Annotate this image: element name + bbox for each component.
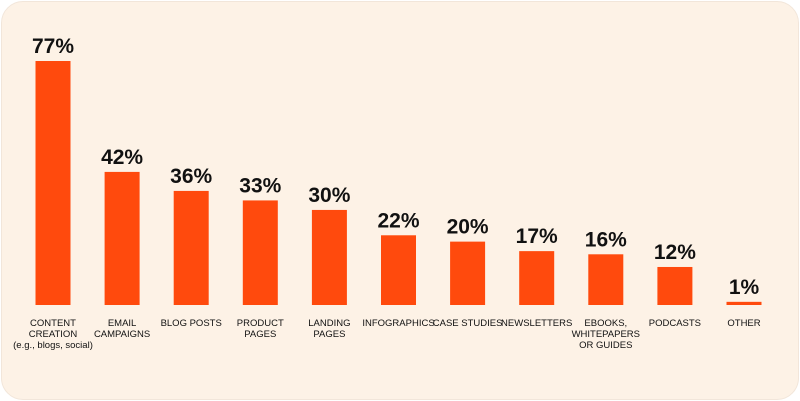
category-label: PODCASTS [648, 318, 702, 329]
value-label: 1% [729, 276, 760, 299]
bar [311, 209, 347, 305]
category-label: OTHER [727, 318, 761, 329]
value-label: 17% [516, 225, 558, 248]
bar [104, 171, 140, 305]
bar [657, 266, 693, 305]
value-label: 16% [585, 228, 627, 251]
bar [242, 200, 278, 305]
category-label: NEWSLETTERS [501, 318, 573, 329]
category-label: CONTENT CREATION (e.g., blogs, social) [13, 318, 93, 351]
bar [381, 235, 416, 305]
category-label: BLOG POSTS [160, 318, 222, 329]
category-label: EMAIL CAMPAIGNS [93, 318, 151, 340]
value-label: 33% [239, 174, 281, 197]
value-label: 42% [101, 146, 143, 169]
category-label: LANDING PAGES [308, 318, 351, 340]
bar [173, 190, 209, 305]
bar [35, 61, 71, 305]
category-label: PRODUCT PAGES [236, 318, 284, 340]
value-label: 36% [170, 165, 212, 188]
category-label: INFOGRAPHICS [362, 318, 435, 329]
value-label: 77% [32, 35, 74, 58]
bar [588, 254, 624, 305]
value-label: 30% [308, 184, 350, 207]
value-label: 22% [377, 209, 419, 232]
value-label: 12% [654, 241, 696, 264]
bar [726, 301, 762, 305]
value-label: 20% [447, 216, 489, 239]
category-label: CASE STUDIES [432, 318, 503, 329]
bar [450, 241, 486, 305]
bar [519, 251, 555, 305]
category-label: EBOOKS, WHITEPAPERS OR GUIDES [571, 318, 641, 351]
